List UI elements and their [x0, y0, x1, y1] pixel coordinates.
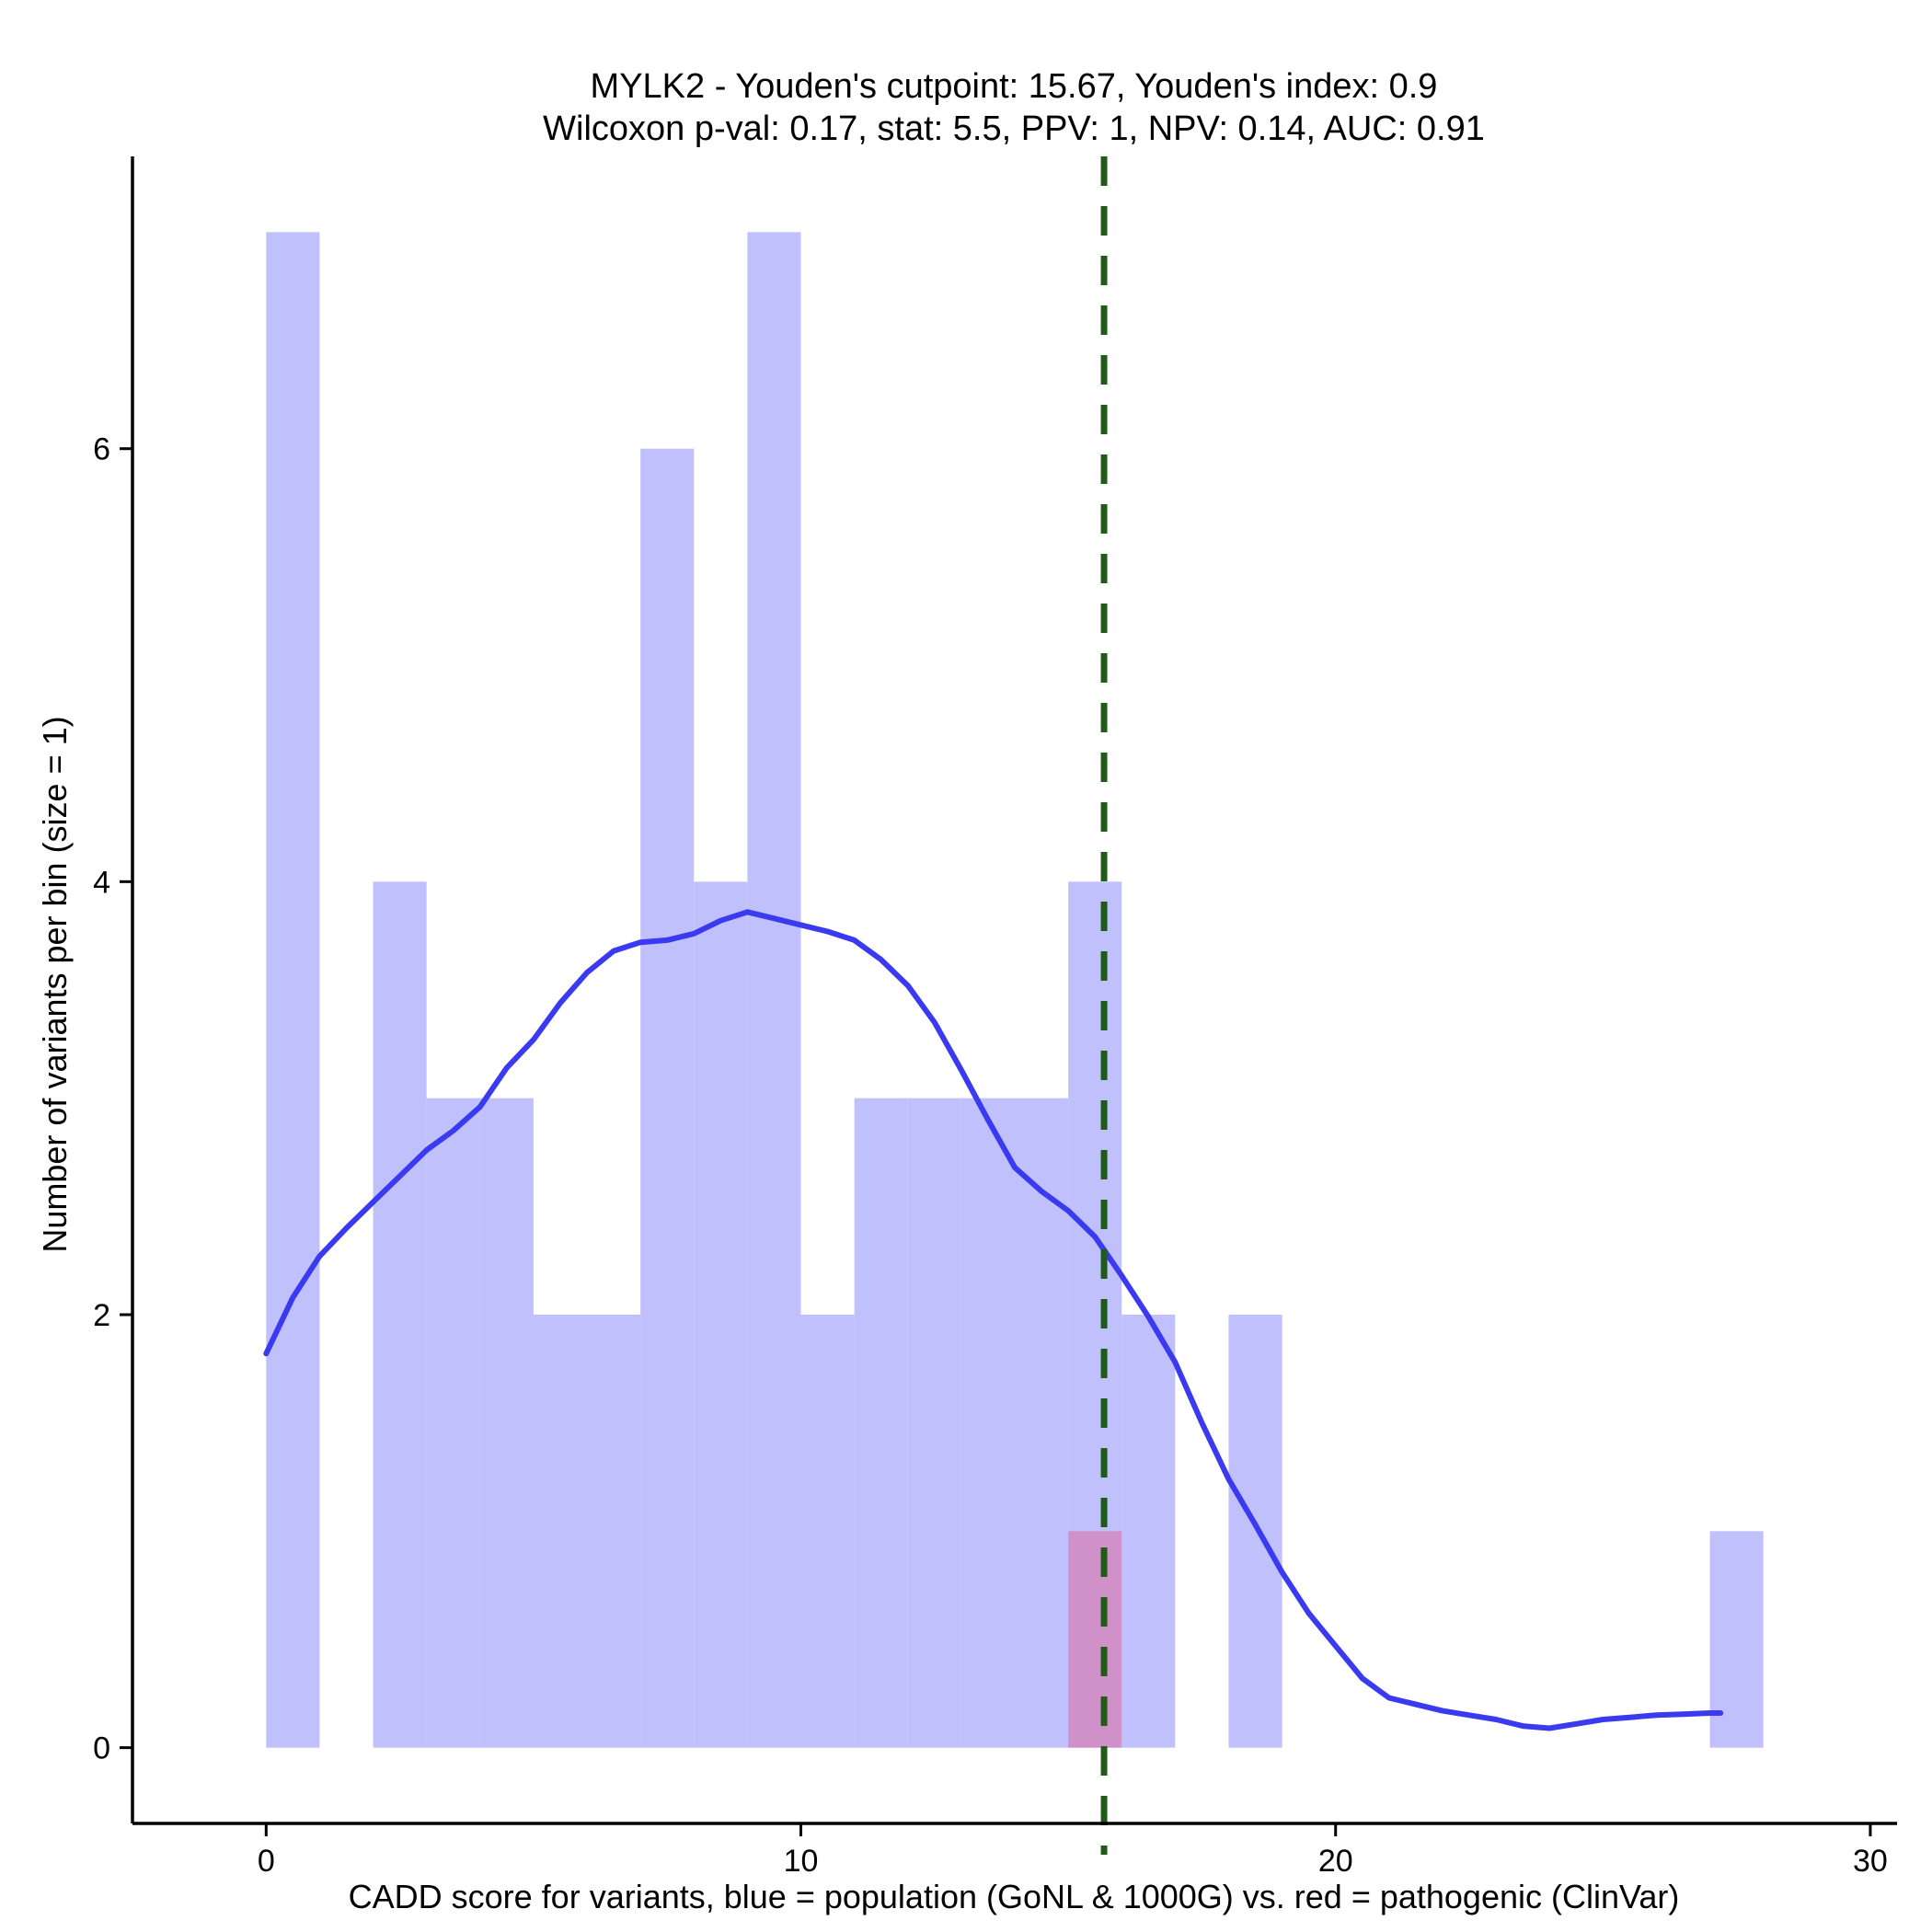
axes [131, 156, 1897, 1825]
x-tick-label-10: 10 [784, 1844, 819, 1879]
population-bar-11 [854, 1098, 908, 1748]
population-bar-6 [587, 1314, 641, 1748]
x-tick-label-20: 20 [1318, 1844, 1353, 1879]
chart-title-line-1: MYLK2 - Youden's cutpoint: 15.67, Youden… [591, 67, 1438, 106]
population-bar-7 [640, 448, 695, 1748]
x-tick-label-30: 30 [1853, 1844, 1888, 1879]
population-bar-16 [1121, 1314, 1176, 1748]
population-bar-9 [747, 232, 801, 1748]
population-bar-5 [533, 1314, 588, 1748]
population-bar-8 [694, 881, 748, 1748]
population-bar-13 [960, 1098, 1015, 1748]
density-curve [263, 909, 1724, 1731]
y-tick-label-0: 0 [93, 1731, 110, 1766]
y-axis-label: Number of variants per bin (size = 1) [36, 716, 74, 1252]
population-bar-0 [266, 232, 320, 1748]
population-bar-14 [1015, 1098, 1069, 1748]
histogram-bars [266, 232, 1764, 1748]
population-bar-12 [907, 1098, 961, 1748]
population-bar-10 [800, 1314, 855, 1748]
y-tick-label-4: 4 [93, 865, 110, 900]
chart-title-line-2: Wilcoxon p-val: 0.17, stat: 5.5, PPV: 1,… [543, 109, 1485, 148]
density-curve-layer [263, 909, 1724, 1731]
y-tick-label-2: 2 [93, 1298, 110, 1333]
population-bar-3 [426, 1098, 480, 1748]
x-tick-label-0: 0 [258, 1844, 275, 1879]
population-bar-4 [479, 1098, 534, 1748]
population-bar-18 [1228, 1314, 1282, 1748]
y-tick-label-6: 6 [93, 432, 110, 467]
ticks: 0 10 20 30 0 2 4 6 [93, 432, 1888, 1879]
x-axis-label: CADD score for variants, blue = populati… [349, 1878, 1680, 1915]
population-bar-2 [373, 881, 427, 1748]
pathogenic-bar-15 [1068, 1531, 1122, 1748]
